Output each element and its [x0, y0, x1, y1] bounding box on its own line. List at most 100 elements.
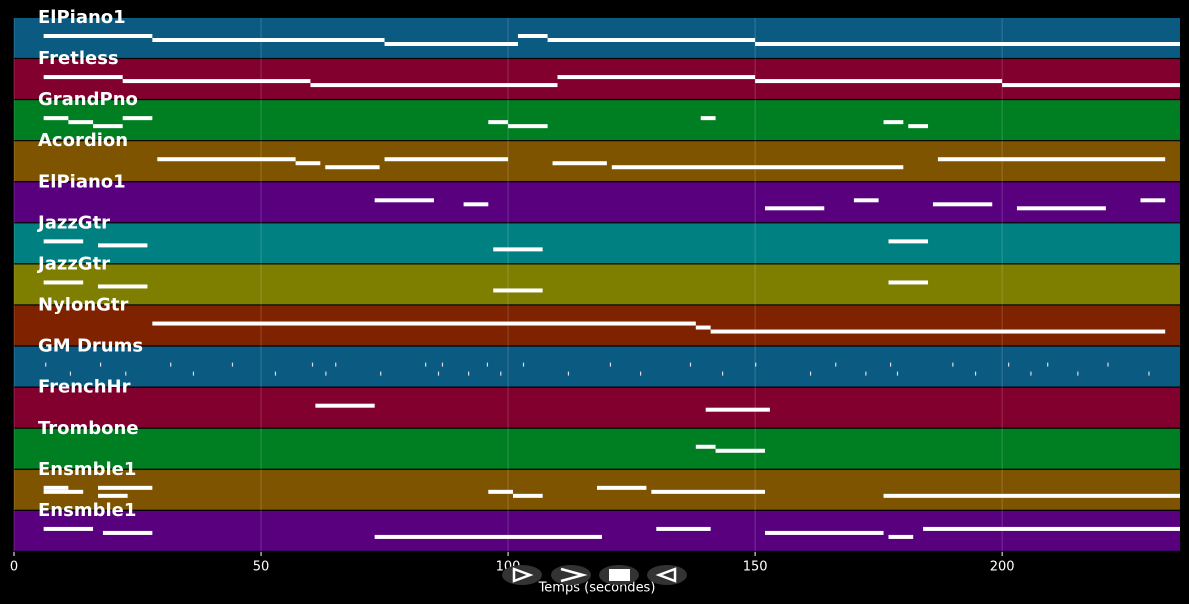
x-tick-label: 150 [743, 560, 768, 575]
drum-hit [896, 371, 899, 376]
note [908, 124, 929, 129]
drum-hit [380, 371, 382, 376]
note [384, 157, 509, 162]
x-axis-label: Temps (secondes) [538, 581, 656, 596]
drum-hit [231, 362, 234, 367]
note [493, 247, 543, 252]
drum-hit [425, 362, 427, 367]
note [43, 239, 84, 244]
note [43, 489, 84, 494]
note [97, 284, 148, 289]
forward-button[interactable] [551, 565, 591, 585]
note [937, 157, 1166, 162]
note [463, 202, 489, 207]
note [384, 42, 518, 46]
drum-hit [1148, 371, 1150, 376]
drum-hit [170, 362, 172, 367]
note [888, 534, 914, 539]
drum-hit [974, 371, 977, 376]
note [93, 124, 123, 129]
drum-hit [835, 362, 837, 367]
note [43, 34, 153, 38]
note [932, 202, 993, 207]
note [883, 493, 1180, 498]
stop-button[interactable] [599, 565, 639, 585]
x-tick-label: 200 [990, 560, 1015, 575]
track-row [14, 346, 1180, 387]
drum-hit [99, 362, 102, 367]
drum-hit [45, 362, 47, 367]
drum-hit [755, 362, 757, 367]
note [152, 38, 385, 42]
drum-hit [311, 362, 314, 367]
note [1140, 198, 1166, 203]
note [43, 526, 94, 531]
note [325, 165, 380, 170]
drum-hit [639, 371, 642, 376]
drum-hit [335, 362, 337, 367]
drum-hit [567, 371, 570, 376]
note [1002, 83, 1180, 88]
drum-hit [1008, 362, 1010, 367]
track-name: JazzGtr [36, 212, 110, 233]
note [157, 157, 296, 162]
note [695, 444, 716, 449]
note [102, 530, 153, 535]
track-row [14, 264, 1180, 305]
track-row [14, 100, 1180, 141]
x-tick-label: 50 [253, 560, 270, 575]
note [97, 243, 148, 248]
note [43, 116, 69, 121]
track-name: JazzGtr [36, 253, 110, 274]
note [310, 83, 558, 88]
note [888, 280, 929, 285]
drum-hit [437, 371, 440, 376]
note [764, 206, 825, 211]
note [695, 325, 711, 330]
drum-hit [500, 371, 502, 376]
note [508, 124, 548, 129]
x-tick-label: 0 [10, 560, 18, 575]
track-name: ElPiano1 [38, 7, 126, 28]
rewind-button[interactable] [647, 565, 687, 585]
note [923, 526, 1180, 531]
tracks: 0 50 100 150 200ElPiano1FretlessGrandPnoAcor… [10, 7, 1180, 575]
note [43, 280, 84, 285]
play-button[interactable] [502, 565, 542, 585]
note [68, 120, 94, 125]
track-name: Fretless [38, 48, 119, 69]
transport-controls [502, 565, 687, 585]
note [43, 485, 69, 490]
drum-hit [1107, 362, 1109, 367]
note [710, 329, 1166, 334]
note [122, 79, 311, 84]
drum-hit [522, 362, 525, 367]
track-name: ElPiano1 [38, 171, 126, 192]
drum-hit [192, 371, 195, 376]
note [374, 534, 602, 539]
track-name: NylonGtr [38, 295, 129, 316]
drum-hit [486, 362, 489, 367]
note [700, 116, 716, 121]
track-name: Acordion [38, 130, 128, 151]
track-name: FrenchHr [38, 377, 131, 398]
note [705, 407, 770, 412]
note [152, 321, 696, 326]
note [513, 493, 543, 498]
track-row [14, 223, 1180, 264]
note [656, 526, 711, 531]
drum-hit [889, 362, 892, 367]
note [611, 165, 904, 170]
track-name: GrandPno [38, 89, 138, 110]
note [488, 489, 514, 494]
note [97, 485, 153, 490]
note [651, 489, 765, 494]
note [557, 75, 756, 80]
drum-hit [441, 362, 444, 367]
track-name: GM Drums [38, 336, 143, 357]
note [97, 493, 128, 498]
drum-hit [468, 371, 470, 376]
note [374, 198, 434, 203]
track-row [14, 182, 1180, 223]
drum-hit [689, 362, 692, 367]
